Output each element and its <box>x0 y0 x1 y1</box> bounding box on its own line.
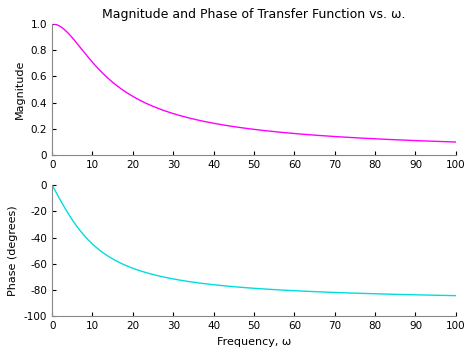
Y-axis label: Magnitude: Magnitude <box>15 60 25 119</box>
Y-axis label: Phase (degrees): Phase (degrees) <box>9 205 18 296</box>
Title: Magnitude and Phase of Transfer Function vs. ω.: Magnitude and Phase of Transfer Function… <box>102 8 406 21</box>
X-axis label: Frequency, ω: Frequency, ω <box>217 337 291 347</box>
